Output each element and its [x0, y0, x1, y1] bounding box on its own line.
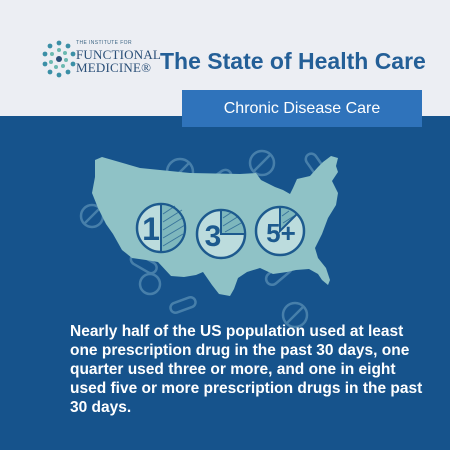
circle-three-quarter-icon	[195, 208, 247, 260]
institute-logo: THE INSTITUTE FOR FUNCTIONAL MEDICINE®	[38, 38, 178, 82]
logo-line-2: FUNCTIONAL	[76, 47, 162, 62]
pill-icon	[248, 149, 276, 177]
logo-mark-icon	[42, 40, 76, 78]
logo-line-3: MEDICINE®	[76, 60, 152, 75]
logo-line-1: THE INSTITUTE FOR	[76, 40, 132, 46]
page-title: The State of Health Care	[160, 48, 426, 74]
capsule-icon	[169, 296, 197, 314]
pill-icon	[281, 301, 309, 329]
circle-five-plus-label: 5+	[266, 218, 296, 248]
logo-wordmark: THE INSTITUTE FOR FUNCTIONAL MEDICINE®	[76, 40, 162, 75]
pill-icon	[138, 272, 162, 296]
circle-three-label: 3	[205, 220, 222, 253]
circle-one-of-two-icon	[135, 202, 187, 254]
section-tag: Chronic Disease Care	[182, 90, 422, 127]
circle-one-label: 1	[142, 211, 160, 247]
circle-five-plus-icon	[254, 205, 306, 257]
statistic-text: Nearly half of the US population used at…	[70, 323, 423, 416]
